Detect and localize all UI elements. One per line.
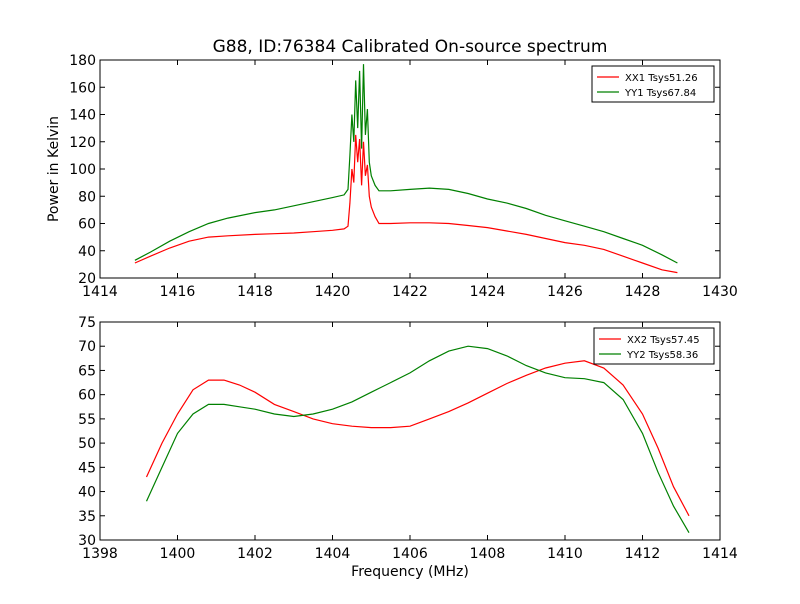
y-tick-label: 50 xyxy=(78,436,96,452)
y-axis-label: Power in Kelvin xyxy=(46,116,62,222)
x-tick-label: 1420 xyxy=(315,284,351,300)
chart-1: 1414 1416 1418 1420 1422 1424 1426 1428 1430 20 40… xyxy=(46,37,738,300)
y-tick-label: 100 xyxy=(69,162,96,178)
legend-box xyxy=(591,65,715,103)
legend-box xyxy=(593,327,715,365)
y-tick-label: 60 xyxy=(78,217,96,233)
x-tick-label: 1404 xyxy=(315,546,351,562)
legend-label-2: YY2 Tsys58.36 xyxy=(626,350,698,361)
series-line-2 xyxy=(134,64,678,264)
legend-label-2: YY1 Tsys67.84 xyxy=(624,88,696,99)
x-tick-label: 1414 xyxy=(702,546,738,562)
y-tick-label: 45 xyxy=(78,460,96,476)
x-tick-label: 1416 xyxy=(160,284,196,300)
y-tick-label: 30 xyxy=(78,533,96,549)
x-tick-label: 1410 xyxy=(547,546,583,562)
y-tick-label: 120 xyxy=(69,135,96,151)
legend: XX1 Tsys51.26 YY1 Tsys67.84 xyxy=(591,65,715,103)
y-tick-label: 40 xyxy=(78,244,96,260)
series-line-1 xyxy=(134,134,678,274)
x-tick-label: 1422 xyxy=(392,284,428,300)
x-tick-label: 1398 xyxy=(82,546,118,562)
x-tick-label: 1412 xyxy=(625,546,661,562)
y-tick-label: 55 xyxy=(78,412,96,428)
y-tick-label: 180 xyxy=(69,53,96,69)
y-tick-label: 65 xyxy=(78,363,96,379)
x-tick-label: 1426 xyxy=(547,284,583,300)
x-tick-label: 1400 xyxy=(160,546,196,562)
series-line-1 xyxy=(145,360,690,517)
y-tick-label: 35 xyxy=(78,509,96,525)
x-axis-label: Frequency (MHz) xyxy=(351,564,469,580)
x-tick-label: 1414 xyxy=(82,284,118,300)
chart-2: 1398 1400 1402 1404 1406 1408 1410 1412 1414 30 35… xyxy=(78,315,738,580)
x-tick-label: 1418 xyxy=(237,284,273,300)
y-tick-label: 160 xyxy=(69,80,96,96)
y-tick-label: 20 xyxy=(78,271,96,287)
legend: XX2 Tsys57.45 YY2 Tsys58.36 xyxy=(593,327,715,365)
y-tick-label: 75 xyxy=(78,315,96,331)
legend-label-1: XX1 Tsys51.26 xyxy=(625,73,698,84)
y-tick-label: 40 xyxy=(78,485,96,501)
x-tick-label: 1402 xyxy=(237,546,273,562)
chart-title: G88, ID:76384 Calibrated On-source spect… xyxy=(213,37,608,57)
x-tick-label: 1406 xyxy=(392,546,428,562)
x-tick-label: 1424 xyxy=(470,284,506,300)
y-tick-label: 60 xyxy=(78,388,96,404)
y-tick-label: 70 xyxy=(78,339,96,355)
y-tick-label: 140 xyxy=(69,108,96,124)
legend-label-1: XX2 Tsys57.45 xyxy=(627,335,700,346)
x-tick-label: 1430 xyxy=(702,284,738,300)
y-tick-label: 80 xyxy=(78,189,96,205)
x-tick-label: 1428 xyxy=(625,284,661,300)
x-tick-label: 1408 xyxy=(470,546,506,562)
series-line-2 xyxy=(145,345,690,534)
